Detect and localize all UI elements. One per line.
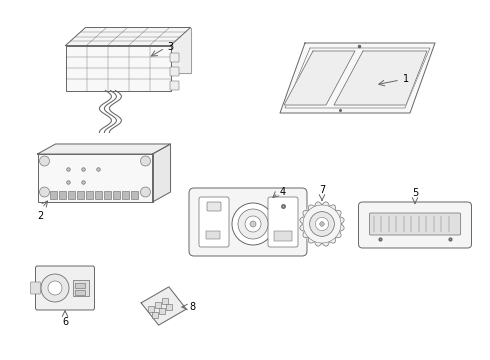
Circle shape [238,209,268,239]
Bar [103,191,111,199]
Bar [166,305,172,310]
FancyBboxPatch shape [359,202,471,248]
Bar [113,191,120,199]
Bar [274,231,292,241]
Polygon shape [334,51,427,105]
Bar [148,306,154,311]
FancyBboxPatch shape [189,188,307,256]
Bar [162,297,168,303]
Text: 2: 2 [37,211,43,221]
Circle shape [316,217,329,231]
Polygon shape [141,287,186,325]
Polygon shape [66,27,191,45]
FancyBboxPatch shape [268,197,298,247]
Bar [159,309,165,315]
FancyBboxPatch shape [369,213,461,235]
FancyBboxPatch shape [199,197,229,247]
Text: 4: 4 [280,187,286,197]
Bar [155,302,161,307]
Polygon shape [66,45,171,90]
Bar [130,191,138,199]
Circle shape [141,187,150,197]
Circle shape [310,212,334,237]
Polygon shape [38,144,171,154]
Circle shape [232,203,274,245]
Text: 5: 5 [412,188,418,198]
Polygon shape [284,51,355,105]
Circle shape [40,156,49,166]
Circle shape [41,274,69,302]
Text: 7: 7 [319,185,325,195]
Text: 1: 1 [403,74,409,84]
FancyBboxPatch shape [170,53,179,62]
Bar [73,280,89,296]
FancyBboxPatch shape [207,202,221,211]
Bar [95,191,101,199]
Circle shape [250,221,256,227]
Bar [75,290,85,295]
Bar [75,283,85,288]
Circle shape [40,187,49,197]
Circle shape [141,156,150,166]
Polygon shape [85,27,191,72]
Bar [152,312,158,319]
Text: 6: 6 [62,317,68,327]
Text: 8: 8 [189,302,195,312]
Text: 3: 3 [167,42,173,52]
Bar [122,191,128,199]
Bar [49,191,56,199]
Bar [58,191,66,199]
Circle shape [303,205,341,243]
Circle shape [245,216,261,232]
FancyBboxPatch shape [170,81,179,90]
Bar [76,191,83,199]
Circle shape [319,222,324,226]
Polygon shape [38,154,152,202]
Bar [68,191,74,199]
Bar [85,191,93,199]
FancyBboxPatch shape [30,282,41,294]
Polygon shape [152,144,171,202]
FancyBboxPatch shape [35,266,95,310]
Bar [206,231,220,239]
Polygon shape [280,43,435,113]
Circle shape [48,281,62,295]
FancyBboxPatch shape [170,67,179,76]
Polygon shape [300,202,344,246]
